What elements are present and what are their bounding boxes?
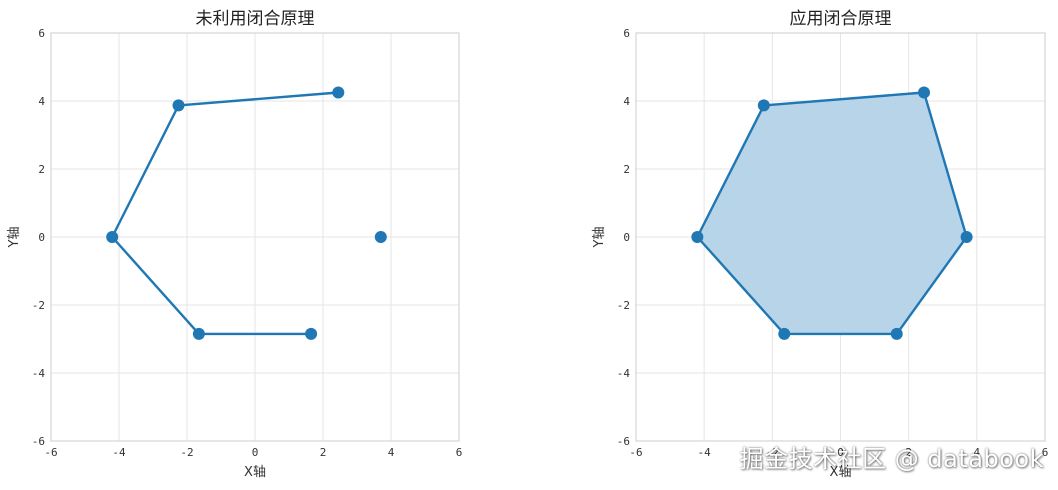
y-tick-label: -2 <box>32 299 45 312</box>
filled-polygon-area <box>697 92 967 334</box>
x-tick-label: 4 <box>388 446 395 459</box>
x-tick-label: -6 <box>44 446 57 459</box>
y-tick-label: -6 <box>32 435 45 448</box>
x-tick-label: 4 <box>974 446 981 459</box>
data-point <box>305 327 318 340</box>
data-point <box>890 327 903 340</box>
data-point <box>332 86 345 99</box>
plot-frame <box>635 32 1046 442</box>
y-tick-label: 0 <box>38 231 45 244</box>
data-point <box>172 99 185 112</box>
watermark-text: 掘金技术社区 @ databook <box>739 445 1044 473</box>
chart-title: 应用闭合原理 <box>790 9 892 29</box>
y-tick-label: -4 <box>617 367 631 380</box>
data-point <box>778 327 791 340</box>
y-tick-label: -2 <box>617 299 630 312</box>
x-tick-label: 0 <box>252 446 259 459</box>
polyline-segment <box>110 235 201 336</box>
x-tick-label: -6 <box>629 446 642 459</box>
x-tick-label: -2 <box>766 446 779 459</box>
y-tick-label: 6 <box>38 27 45 40</box>
plot-frame <box>50 32 460 442</box>
polyline-segment <box>110 104 180 239</box>
y-tick-label: 0 <box>623 231 630 244</box>
data-point <box>106 231 119 243</box>
x-axis-label: X轴 <box>830 465 852 480</box>
x-tick-label: 6 <box>1042 446 1049 459</box>
data-point <box>192 327 205 340</box>
chart-panel-left: -6 -4 -2 0 2 4 6 -6 -4 -2 0 2 4 6 未利用闭合原理 X轴 Y轴 <box>7 9 462 480</box>
y-tick-label: 4 <box>623 95 630 108</box>
data-point <box>918 86 931 99</box>
x-tick-label: 2 <box>905 446 912 459</box>
x-tick-label: -4 <box>112 446 126 459</box>
y-axis-label: Y轴 <box>7 227 22 249</box>
x-tick-label: 6 <box>456 446 463 459</box>
data-point <box>374 231 387 243</box>
y-axis-label: Y轴 <box>592 227 607 249</box>
y-tick-label: 2 <box>38 163 45 176</box>
x-tick-label: 0 <box>837 446 844 459</box>
y-tick-label: 2 <box>623 163 630 176</box>
y-tick-label: 4 <box>38 95 45 108</box>
x-tick-label: -2 <box>180 446 193 459</box>
y-tick-label: 6 <box>623 27 630 40</box>
data-point <box>691 231 704 243</box>
y-tick-label: -4 <box>32 367 46 380</box>
data-point <box>757 99 770 112</box>
x-tick-label: 2 <box>320 446 327 459</box>
polyline-segment <box>177 91 340 107</box>
chart-title: 未利用闭合原理 <box>196 9 315 29</box>
y-tick-label: -6 <box>617 435 630 448</box>
x-tick-label: -4 <box>698 446 712 459</box>
chart-panel-right: -6 -4 -2 0 2 4 6 -6 -4 -2 0 2 4 6 应用闭合原理 X轴 Y轴 <box>592 9 1048 480</box>
data-point <box>960 231 973 243</box>
x-axis-label: X轴 <box>244 465 266 480</box>
